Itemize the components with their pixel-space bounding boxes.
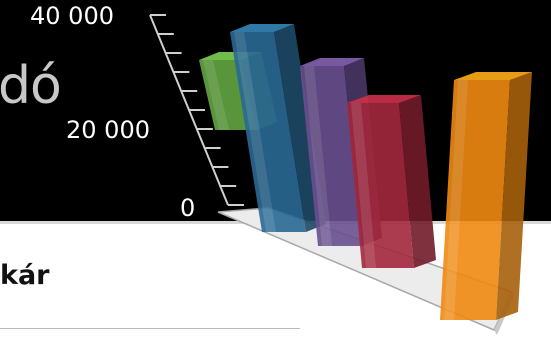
slide-heading-fragment: kár [0, 260, 50, 291]
y-axis [149, 14, 244, 206]
underline-rule [0, 328, 300, 329]
bar-side-face [496, 72, 532, 320]
bar-highlight [351, 103, 376, 268]
bar-front-face [440, 80, 510, 320]
bar-top-face [230, 24, 294, 32]
slide-title-fragment: dó [0, 56, 62, 116]
bar-highlight [444, 80, 468, 320]
y-tick-label-40000: 40 000 [30, 2, 114, 30]
bar-front-face [347, 103, 414, 268]
y-tick-label-20000: 20 000 [66, 116, 150, 144]
bar-highlight [234, 32, 276, 232]
bar-front-face [230, 32, 306, 232]
bar-side-face [399, 95, 436, 268]
bar-top-face [347, 95, 421, 103]
bar-highlight [304, 66, 332, 246]
bar-highlight [203, 60, 229, 130]
bar-top-face [454, 72, 532, 80]
bars-group [199, 24, 532, 320]
bar-top-face [300, 58, 364, 66]
bar-5 [440, 72, 532, 320]
bar-4 [347, 95, 436, 268]
y-tick-label-0: 0 [180, 194, 196, 222]
bar-front-face [300, 66, 362, 246]
